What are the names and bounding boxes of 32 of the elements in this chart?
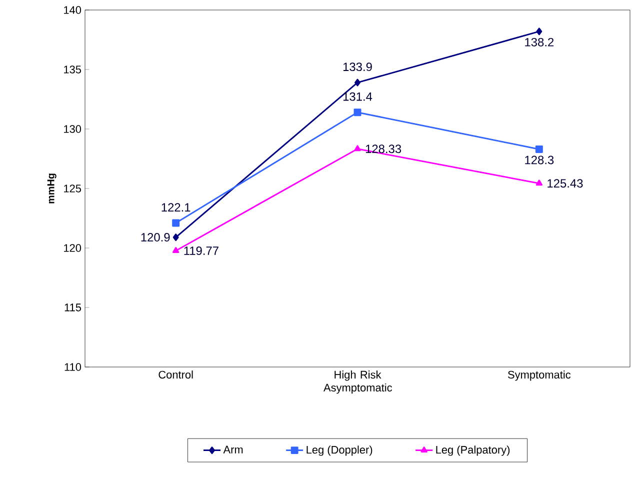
y-tick-label: 130 (64, 125, 82, 133)
y-tick-label: 125 (64, 184, 82, 192)
y-tick-label: 135 (64, 66, 82, 74)
point (172, 219, 180, 227)
y-tick-label: 140 (64, 6, 82, 14)
point (354, 78, 360, 86)
legend-label: Leg (Palpatory) (436, 446, 510, 456)
data-label: 119.77 (184, 246, 218, 255)
data-label: 125.43 (548, 179, 583, 188)
data-label: 131.4 (343, 92, 372, 101)
point (172, 234, 179, 242)
y-tick-label: 115 (64, 304, 82, 312)
data-label: 128.3 (525, 156, 554, 164)
x-tick-label: Symptomatic (508, 370, 571, 381)
legend-label: Arm (223, 446, 243, 454)
x-tick-label: High Risk Asymptomatic (324, 370, 392, 394)
data-label: 133.9 (343, 62, 372, 72)
data-label: 138.2 (525, 38, 554, 46)
point (354, 108, 362, 116)
point (354, 145, 361, 152)
point (536, 28, 542, 36)
data-label: 128.33 (366, 144, 402, 154)
y-tick-label: 120 (64, 244, 82, 252)
data-label: 122.1 (162, 203, 190, 212)
y-tick-label: 110 (64, 363, 82, 371)
legend-label: Leg (Doppler) (306, 446, 372, 456)
y-axis-title: mmHg (47, 174, 56, 204)
point (536, 180, 543, 186)
data-label: 120.9 (141, 233, 170, 242)
x-tick-label: Control (158, 370, 193, 379)
point (535, 145, 543, 153)
point (172, 246, 180, 253)
